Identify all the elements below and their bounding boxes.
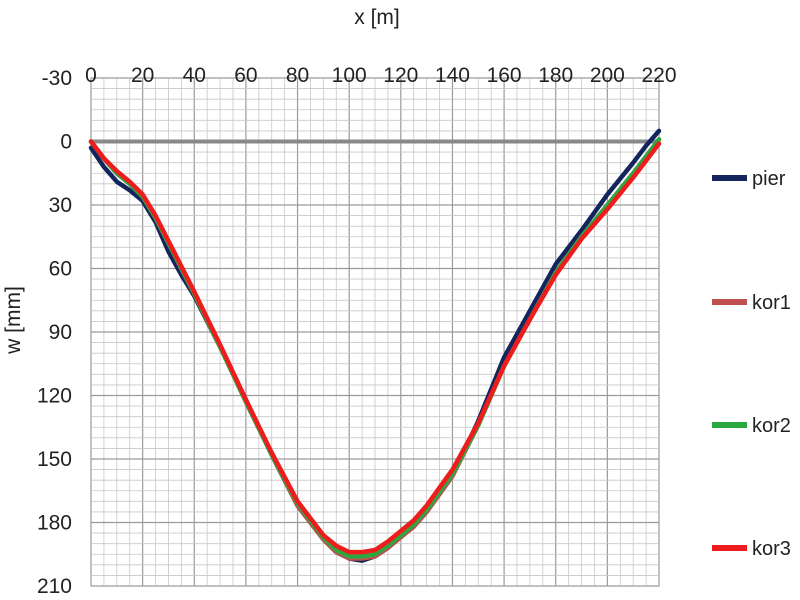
y-tick-label: 0 [60, 131, 72, 154]
x-tick-label: 160 [487, 64, 522, 87]
x-tick-label: 20 [131, 64, 154, 87]
x-tick-label: 200 [590, 64, 625, 87]
y-tick-label: 180 [37, 512, 72, 535]
legend-label-kor3: kor3 [752, 538, 791, 560]
legend-label-pier: pier [752, 168, 786, 190]
grid [90, 77, 660, 587]
x-tick-label: 80 [286, 64, 309, 87]
x-tick-label: 180 [538, 64, 573, 87]
y-tick-label: 90 [49, 321, 72, 344]
y-tick-label: 150 [37, 448, 72, 471]
x-tick-label: 40 [183, 64, 206, 87]
x-tick-label: 0 [85, 64, 97, 87]
y-tick-labels: -30 0 30 60 90 120 150 180 210 [37, 67, 72, 598]
y-tick-label: 60 [49, 258, 72, 281]
legend: pier kor1 kor2 kor3 [712, 168, 791, 560]
x-tick-label: 140 [435, 64, 470, 87]
x-tick-labels: 0 20 40 60 80 100 120 140 160 180 200 220 [85, 64, 676, 87]
legend-label-kor1: kor1 [752, 292, 791, 314]
y-tick-label: 30 [49, 194, 72, 217]
y-tick-label: 210 [37, 575, 72, 598]
legend-label-kor2: kor2 [752, 415, 791, 437]
x-tick-label: 120 [383, 64, 418, 87]
x-axis-title: x [m] [354, 6, 400, 29]
y-tick-label: 120 [37, 385, 72, 408]
x-tick-label: 100 [332, 64, 367, 87]
y-tick-label: -30 [42, 67, 72, 90]
series-line-kor3 [88, 139, 662, 555]
y-axis-title: w [mm] [2, 286, 25, 355]
x-tick-label: 220 [641, 64, 676, 87]
x-tick-label: 60 [234, 64, 257, 87]
series-layer [88, 128, 662, 563]
